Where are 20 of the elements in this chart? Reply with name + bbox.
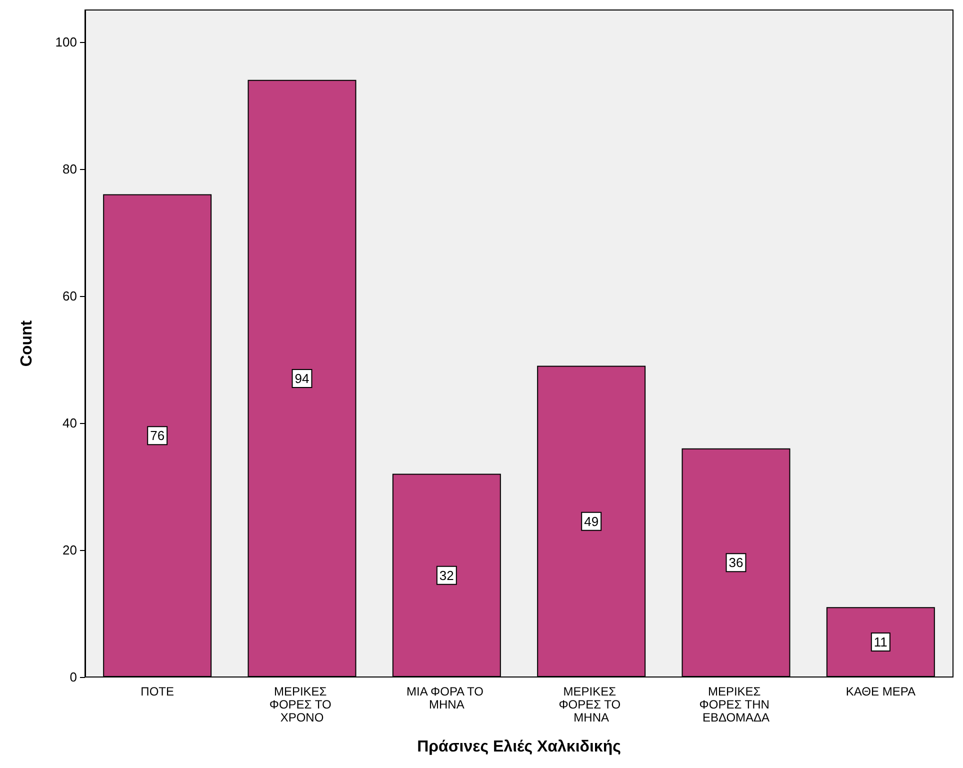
data-label: 76 (150, 428, 165, 444)
data-label: 94 (294, 370, 310, 386)
x-tick-label: ΜΕΡΙΚΕΣ ΦΟΡΕΣ ΤΗΝ ΕΒΔΟΜΑΔΑ (699, 684, 773, 724)
data-label: 11 (874, 634, 888, 650)
x-tick-label: ΜΙΑ ΦΟΡΑ ΤΟ ΜΗΝΑ (406, 684, 487, 712)
x-tick-label: ΠΟΤΕ (140, 684, 174, 698)
y-tick-label: 20 (62, 542, 77, 558)
data-label: 32 (439, 568, 454, 583)
x-tick-label: ΚΑΘΕ ΜΕΡΑ (846, 684, 916, 698)
y-tick-label: 0 (70, 670, 77, 684)
y-tick-label: 80 (62, 161, 77, 176)
x-tick-label: ΜΕΡΙΚΕΣ ΦΟΡΕΣ ΤΟ ΧΡΟΝΟ (269, 684, 335, 724)
data-label: 36 (728, 555, 744, 570)
y-axis-title: Count (18, 320, 36, 367)
data-label: 49 (584, 514, 599, 529)
y-tick-label: 60 (62, 288, 77, 304)
y-tick-label: 100 (55, 34, 77, 50)
y-tick-label: 40 (62, 415, 77, 430)
x-axis-title: Πράσινες Ελιές Χαλκιδικής (417, 738, 621, 756)
x-tick-label: ΜΕΡΙΚΕΣ ΦΟΡΕΣ ΤΟ ΜΗΝΑ (558, 684, 624, 724)
